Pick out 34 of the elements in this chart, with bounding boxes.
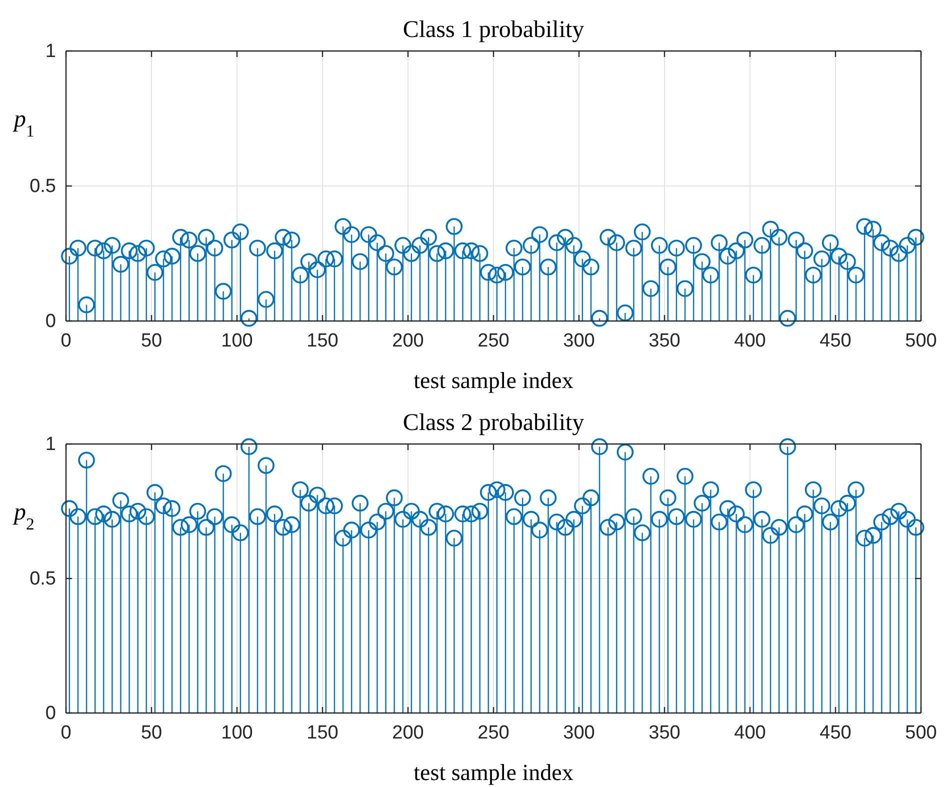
x-tick-label: 400 — [734, 722, 766, 744]
x-tick-label: 500 — [905, 722, 937, 744]
x-tick-label: 150 — [306, 330, 338, 352]
x-tick-label: 450 — [820, 722, 852, 744]
x-tick-label: 350 — [648, 330, 680, 352]
y-tick-label: 0.5 — [30, 568, 56, 590]
x-axis-title: test sample index — [414, 760, 574, 785]
x-tick-label: 250 — [478, 330, 510, 352]
x-tick-label: 300 — [563, 330, 595, 352]
x-tick-label: 0 — [60, 330, 72, 352]
x-tick-label: 200 — [392, 330, 424, 352]
x-tick-label: 200 — [392, 722, 424, 744]
y-tick-label: 1 — [45, 434, 56, 456]
x-tick-label: 300 — [563, 722, 595, 744]
x-tick-label: 100 — [221, 722, 253, 744]
x-tick-label: 350 — [648, 722, 680, 744]
y-tick-label: 0.5 — [30, 176, 56, 198]
y-tick-label: 0 — [45, 703, 56, 724]
x-tick-label: 250 — [478, 722, 510, 744]
x-tick-label: 400 — [734, 330, 766, 352]
x-tick-label: 50 — [140, 330, 162, 352]
x-tick-label: 500 — [905, 330, 937, 352]
x-tick-label: 150 — [306, 722, 338, 744]
y-axis-title: p$_{2}$ — [12, 499, 34, 533]
chart-title: Class 1 probability — [402, 17, 584, 43]
chart-title: Class 2 probability — [402, 410, 584, 436]
x-tick-label: 450 — [820, 330, 852, 352]
y-axis-title: p$_{1}$ — [12, 106, 34, 140]
y-tick-label: 0 — [45, 311, 56, 332]
y-tick-label: 1 — [45, 41, 56, 62]
x-tick-label: 100 — [221, 330, 253, 352]
x-tick-label: 50 — [140, 722, 162, 744]
x-axis-title: test sample index — [414, 368, 574, 393]
x-tick-label: 0 — [60, 722, 72, 744]
